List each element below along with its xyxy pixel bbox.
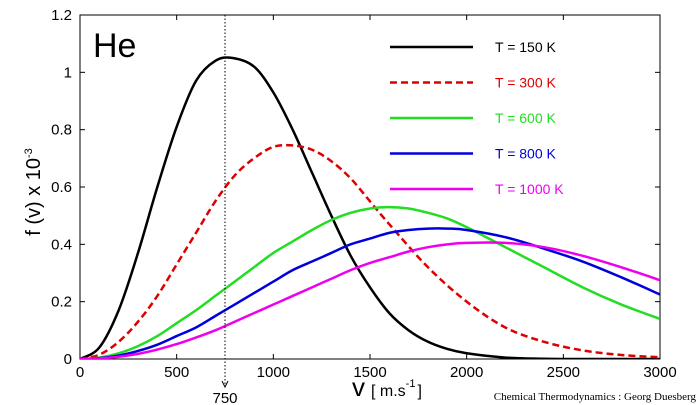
legend-label: T = 150 K: [495, 39, 557, 55]
x-tick-label: 1000: [257, 364, 290, 381]
curves: [80, 56, 660, 359]
v-marker-label: 750: [212, 390, 237, 405]
y-tick-label: 0.8: [51, 122, 72, 139]
series-line-1: [80, 143, 660, 359]
legend: T = 150 K T = 300 K T = 600 K T = 800 K T = …: [390, 39, 564, 197]
x-tick-label: 2500: [547, 364, 580, 381]
species-label: He: [93, 27, 136, 65]
legend-label: T = 300 K: [495, 75, 557, 91]
y-tick-label: 1.2: [51, 7, 72, 24]
x-tick-label: 1500: [353, 364, 386, 381]
v-marker-arrow: [221, 380, 229, 389]
y-tick-label: 1: [64, 64, 72, 81]
legend-label: T = 1000 K: [495, 181, 564, 197]
credit-text: Chemical Thermodynamics : Georg Duesberg: [494, 391, 697, 403]
x-axis-label: v[ m.s-1]: [352, 372, 422, 402]
x-tick-label: 3000: [643, 364, 676, 381]
y-tick-label: 0: [64, 351, 72, 368]
legend-label: T = 800 K: [495, 146, 557, 162]
legend-label: T = 600 K: [495, 110, 557, 126]
x-tick-label: 0: [76, 364, 84, 381]
series-line-4: [80, 241, 660, 359]
x-tick-label: 2000: [450, 364, 483, 381]
axis-ticks: 0 500 1000 1500 2000 2500 3000 0 0.2 0.4 0.6 0.8 1 1.…: [51, 7, 677, 381]
x-tick-label: 500: [164, 364, 189, 381]
series-line-0: [80, 56, 660, 359]
plot-frame: [79, 14, 661, 360]
y-tick-label: 0.2: [51, 294, 72, 311]
y-tick-label: 0.6: [51, 179, 72, 196]
y-axis-label: f (v) x 10-3: [23, 148, 45, 236]
series-line-3: [80, 227, 660, 359]
series-line-2: [80, 205, 660, 359]
y-tick-label: 0.4: [51, 236, 72, 253]
